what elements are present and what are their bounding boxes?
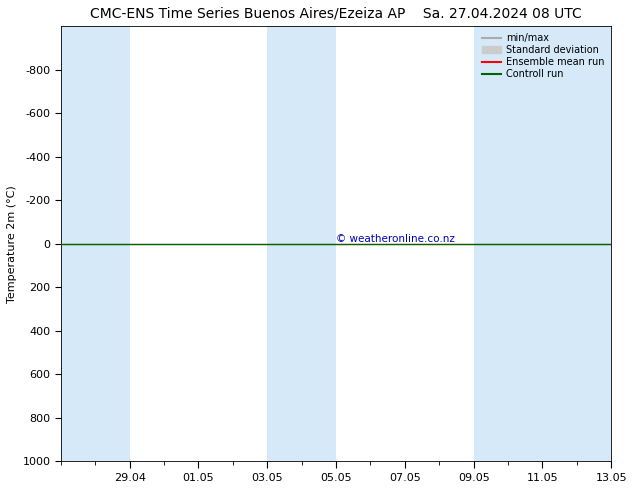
- Y-axis label: Temperature 2m (°C): Temperature 2m (°C): [7, 185, 17, 303]
- Legend: min/max, Standard deviation, Ensemble mean run, Controll run: min/max, Standard deviation, Ensemble me…: [480, 31, 606, 81]
- Bar: [61, 26, 130, 461]
- Title: CMC-ENS Time Series Buenos Aires/Ezeiza AP    Sa. 27.04.2024 08 UTC: CMC-ENS Time Series Buenos Aires/Ezeiza …: [90, 7, 582, 21]
- Bar: [474, 26, 611, 461]
- Bar: [268, 26, 336, 461]
- Text: © weatheronline.co.nz: © weatheronline.co.nz: [336, 234, 455, 244]
